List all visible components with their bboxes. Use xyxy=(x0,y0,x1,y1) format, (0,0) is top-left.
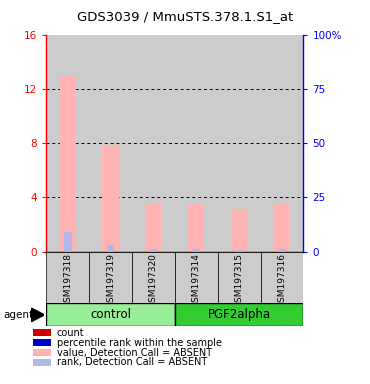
Bar xyxy=(132,252,175,303)
Text: agent: agent xyxy=(4,310,34,320)
Bar xyxy=(102,146,119,252)
Bar xyxy=(260,35,303,252)
Bar xyxy=(175,252,218,303)
Text: value, Detection Call = ABSENT: value, Detection Call = ABSENT xyxy=(57,348,212,358)
Bar xyxy=(107,245,114,252)
Bar xyxy=(260,252,303,303)
Bar xyxy=(188,204,204,252)
Polygon shape xyxy=(31,308,44,322)
Bar xyxy=(278,249,286,252)
Bar xyxy=(235,250,243,252)
Bar xyxy=(89,252,132,303)
Text: percentile rank within the sample: percentile rank within the sample xyxy=(57,338,222,348)
Bar xyxy=(175,303,303,326)
Bar xyxy=(192,249,200,252)
Bar xyxy=(46,303,175,326)
Bar xyxy=(231,210,247,252)
Text: count: count xyxy=(57,328,84,338)
Text: rank, Detection Call = ABSENT: rank, Detection Call = ABSENT xyxy=(57,358,207,367)
Bar xyxy=(60,75,76,252)
Bar xyxy=(46,35,89,252)
Text: GSM197319: GSM197319 xyxy=(106,253,115,308)
Bar xyxy=(149,249,157,252)
Text: GSM197314: GSM197314 xyxy=(192,253,201,308)
Bar xyxy=(89,35,132,252)
Text: control: control xyxy=(90,308,131,321)
Bar xyxy=(218,35,260,252)
Text: GSM197315: GSM197315 xyxy=(235,253,243,308)
Bar xyxy=(218,252,260,303)
Text: GSM197318: GSM197318 xyxy=(63,253,72,308)
Bar xyxy=(132,35,175,252)
Text: GSM197320: GSM197320 xyxy=(149,253,158,308)
Text: GDS3039 / MmuSTS.378.1.S1_at: GDS3039 / MmuSTS.378.1.S1_at xyxy=(77,10,293,23)
Text: GSM197316: GSM197316 xyxy=(278,253,286,308)
Bar xyxy=(64,232,71,252)
Bar xyxy=(145,203,162,252)
Bar xyxy=(274,203,290,252)
Bar xyxy=(175,35,218,252)
Text: PGF2alpha: PGF2alpha xyxy=(208,308,271,321)
Bar xyxy=(46,252,89,303)
